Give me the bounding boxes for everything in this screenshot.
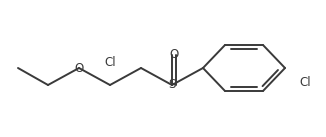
Text: Cl: Cl xyxy=(299,75,311,89)
Text: S: S xyxy=(168,79,176,92)
Text: Cl: Cl xyxy=(104,56,116,69)
Text: O: O xyxy=(74,62,84,75)
Text: O: O xyxy=(170,48,179,62)
